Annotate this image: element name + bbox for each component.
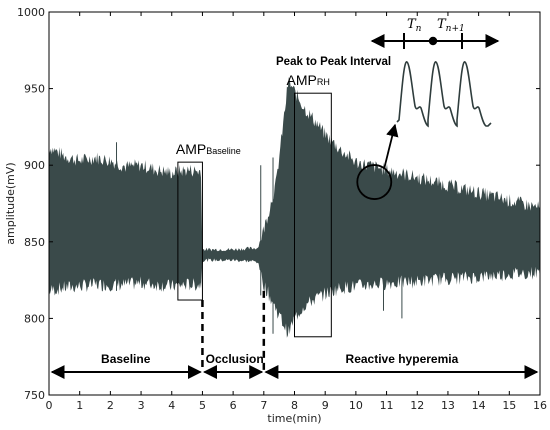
y-axis-ticks: 750 800 850 900 950 1000 <box>17 6 540 402</box>
x-tick-label: 14 <box>472 399 486 412</box>
y-tick-label: 800 <box>24 312 45 325</box>
y-tick-label: 1000 <box>17 6 45 19</box>
x-tick-label: 9 <box>322 399 329 412</box>
x-tick-label: 11 <box>380 399 394 412</box>
x-tick-label: 10 <box>349 399 363 412</box>
phase-label-baseline: Baseline <box>101 352 151 366</box>
x-tick-label: 8 <box>291 399 298 412</box>
amp-rh-box <box>294 92 332 338</box>
y-tick-label: 900 <box>24 159 45 172</box>
x-axis-ticks: 0 1 2 3 4 5 6 7 8 9 10 11 12 13 14 15 16 <box>46 12 547 412</box>
x-tick-label: 3 <box>138 399 145 412</box>
y-tick-label: 950 <box>24 83 45 96</box>
inset-label-tn1: Tn+1 <box>437 17 465 34</box>
y-axis-label: amplitude(mV) <box>4 162 17 244</box>
x-tick-label: 16 <box>533 399 547 412</box>
x-tick-label: 1 <box>76 399 83 412</box>
inset-label-tn: Tn <box>407 17 422 34</box>
x-tick-label: 12 <box>410 399 424 412</box>
zoom-circle <box>356 164 393 200</box>
x-tick-label: 15 <box>502 399 516 412</box>
x-tick-label: 0 <box>46 399 53 412</box>
y-tick-label: 750 <box>24 389 45 402</box>
x-tick-label: 2 <box>107 399 114 412</box>
x-tick-label: 13 <box>441 399 455 412</box>
inset-pulse-waveform <box>396 61 492 128</box>
amp-baseline-box <box>177 161 203 301</box>
zoom-arrow <box>383 123 399 169</box>
phase-label-occlusion: Occlusion <box>206 352 264 366</box>
x-tick-label: 7 <box>260 399 267 412</box>
phase-label-reactive-hyperemia: Reactive hyperemia <box>346 352 459 366</box>
y-tick-label: 850 <box>24 236 45 249</box>
amp-rh-label: AMPRH <box>287 72 330 88</box>
amp-baseline-label: AMPBaseline <box>176 141 241 157</box>
peak-interval-marker <box>370 33 500 49</box>
x-axis-label: time(min) <box>267 412 321 425</box>
x-tick-label: 5 <box>199 399 206 412</box>
x-tick-label: 4 <box>168 399 175 412</box>
x-tick-label: 6 <box>230 399 237 412</box>
peak-to-peak-interval-title: Peak to Peak Interval <box>276 56 391 68</box>
